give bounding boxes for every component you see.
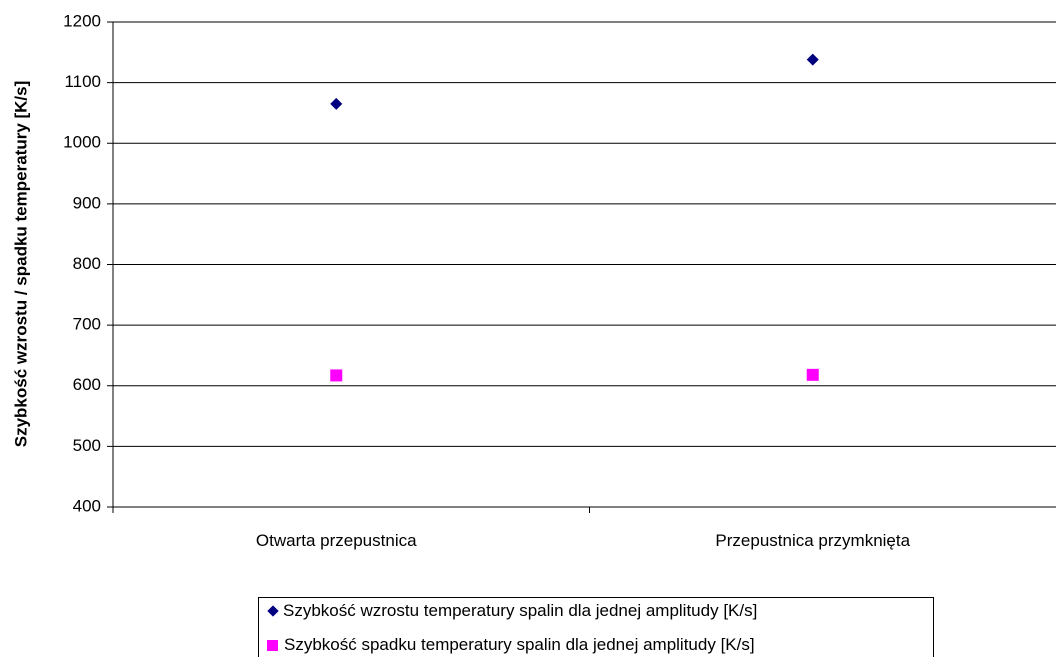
x-tick-label: Przepustnica przymknięta — [715, 531, 911, 550]
legend-item: Szybkość wzrostu temperatury spalin dla … — [267, 601, 757, 621]
legend-label: Szybkość wzrostu temperatury spalin dla … — [283, 601, 758, 620]
point — [330, 97, 343, 110]
point — [806, 368, 819, 381]
legend: Szybkość wzrostu temperatury spalin dla … — [258, 597, 934, 657]
legend-item: Szybkość spadku temperatury spalin dla j… — [267, 635, 755, 655]
x-tick-label: Otwarta przepustnica — [255, 531, 417, 550]
y-tick-label: 800 — [73, 254, 101, 273]
y-tick-label: 500 — [73, 436, 101, 455]
y-tick-label: 1000 — [63, 133, 101, 152]
point — [330, 369, 343, 382]
y-tick-label: 1200 — [63, 11, 101, 30]
legend-marker — [267, 605, 279, 617]
y-tick-label: 1100 — [64, 72, 101, 91]
y-axis-label: Szybkość wzrostu / spadku temperatury [K… — [11, 81, 30, 448]
legend-label: Szybkość spadku temperatury spalin dla j… — [284, 635, 755, 654]
point — [806, 53, 819, 66]
y-tick-label: 600 — [73, 375, 101, 394]
legend-marker — [267, 639, 278, 651]
y-tick-label: 700 — [73, 315, 101, 334]
y-tick-label: 400 — [73, 496, 101, 515]
y-tick-label: 900 — [73, 193, 101, 212]
